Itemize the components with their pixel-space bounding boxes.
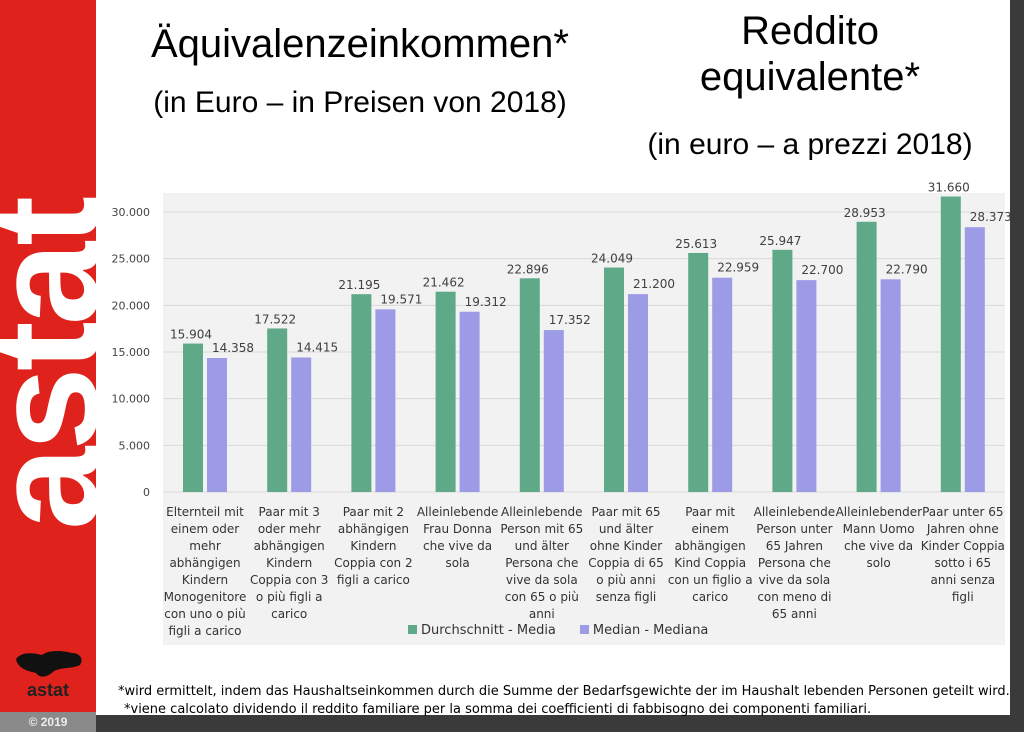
data-label: 25.947 (759, 234, 801, 248)
bar-mean (940, 196, 961, 493)
bar-mean (351, 294, 372, 492)
data-label: 22.700 (801, 263, 843, 277)
y-tick-label: 30.000 (112, 206, 151, 219)
bar-mean (604, 267, 624, 492)
data-label: 31.660 (928, 181, 970, 195)
title-de: Äquivalenzeinkommen* (150, 22, 569, 66)
y-tick-label: 5.000 (119, 439, 151, 452)
copyright: © 2019 (0, 712, 96, 732)
x-category-label: Alleinlebender Mann Uomo che vive da sol… (835, 505, 923, 570)
data-label: 19.312 (465, 295, 507, 309)
bar-mean (183, 343, 203, 492)
bar-chart: 0 5.000 10.000 15.000 20.000 25.000 30.000 15.9… (112, 181, 1011, 499)
data-label: 15.904 (170, 328, 212, 342)
data-label: 21.200 (633, 277, 675, 291)
bar-median (796, 280, 817, 492)
data-label: 22.896 (507, 262, 549, 276)
bar-median (712, 277, 733, 492)
bar-median (628, 294, 648, 492)
data-label: 14.415 (296, 340, 338, 354)
data-label: 19.571 (380, 292, 422, 306)
subtitle-de: (in Euro – in Preisen von 2018) (153, 86, 567, 119)
y-tick-label: 15.000 (112, 346, 151, 359)
y-tick-label: 20.000 (112, 299, 151, 312)
legend-item-mean: Durchschnitt - Media (408, 623, 556, 638)
x-category-label: Paar mit einem abhängigen Kind Coppia co… (667, 505, 753, 604)
legend-swatch-mean (408, 625, 417, 634)
bar-mean (772, 249, 793, 492)
data-label: 17.522 (254, 312, 296, 326)
bar-mean (267, 328, 288, 492)
bar-median (880, 279, 901, 492)
data-label: 28.953 (844, 206, 886, 220)
bar-median (964, 227, 985, 492)
x-category-label: Alleinlebende Person mit 65 und älter Pe… (500, 505, 584, 621)
data-label: 21.195 (338, 278, 380, 292)
legend: Durchschnitt - Media Median - Mediana (408, 623, 708, 638)
legend-label-mean: Durchschnitt - Media (421, 623, 556, 638)
data-label: 24.049 (591, 252, 633, 266)
bar-mean (688, 252, 709, 492)
bar-median (375, 309, 396, 492)
bar-median (291, 357, 312, 492)
bar-mean (856, 221, 877, 492)
y-tick-label: 10.000 (112, 393, 151, 406)
title-it: Reddito equivalente* (699, 9, 921, 99)
x-category-label: Alleinlebende Frau Donna che vive da sol… (416, 505, 499, 570)
y-tick-label: 0 (143, 486, 150, 499)
x-category-label: Paar mit 2 abhängigen Kindern Coppia con… (334, 505, 413, 587)
x-category-label: Paar unter 65 Jahren ohne Kinder Coppia … (920, 505, 1005, 604)
x-category-label: Paar mit 65 und älter ohne Kinder Coppia… (588, 505, 664, 604)
bar-median (543, 330, 564, 492)
slide: astat astat Äquivalenzeinkommen* (in Eur… (0, 0, 1011, 717)
legend-swatch-median (579, 625, 589, 634)
data-label: 22.959 (717, 261, 759, 275)
legend-item-median: Median - Mediana (579, 623, 709, 638)
bar-mean (435, 291, 456, 492)
x-category-label: Elternteil mit einem oder mehr abhängige… (163, 505, 247, 638)
x-category-label: Paar mit 3 oder mehr abhängigen Kindern … (249, 505, 329, 621)
subtitle-it: (in euro – a prezzi 2018) (647, 128, 973, 161)
data-label: 28.373 (970, 210, 1010, 224)
bar-median (207, 357, 227, 492)
y-tick-label: 25.000 (112, 253, 151, 266)
footnote-it: *viene calcolato dividendo il reddito fa… (124, 702, 872, 717)
legend-label-median: Median - Mediana (592, 623, 709, 638)
footnote-de: *wird ermittelt, indem das Haushaltseink… (118, 684, 1010, 699)
bar-median (459, 311, 480, 492)
bar-mean (519, 278, 540, 492)
data-label: 22.790 (886, 262, 928, 276)
data-label: 14.358 (212, 341, 254, 355)
astat-logo-icon (16, 651, 82, 677)
data-label: 25.613 (675, 237, 717, 251)
data-label: 17.352 (549, 313, 591, 327)
data-label: 21.462 (423, 276, 465, 290)
x-category-label: Alleinlebende Person unter 65 Jahren Per… (753, 505, 836, 621)
brand-sidebar: astat astat (0, 0, 96, 715)
logo-text: astat (26, 680, 70, 700)
